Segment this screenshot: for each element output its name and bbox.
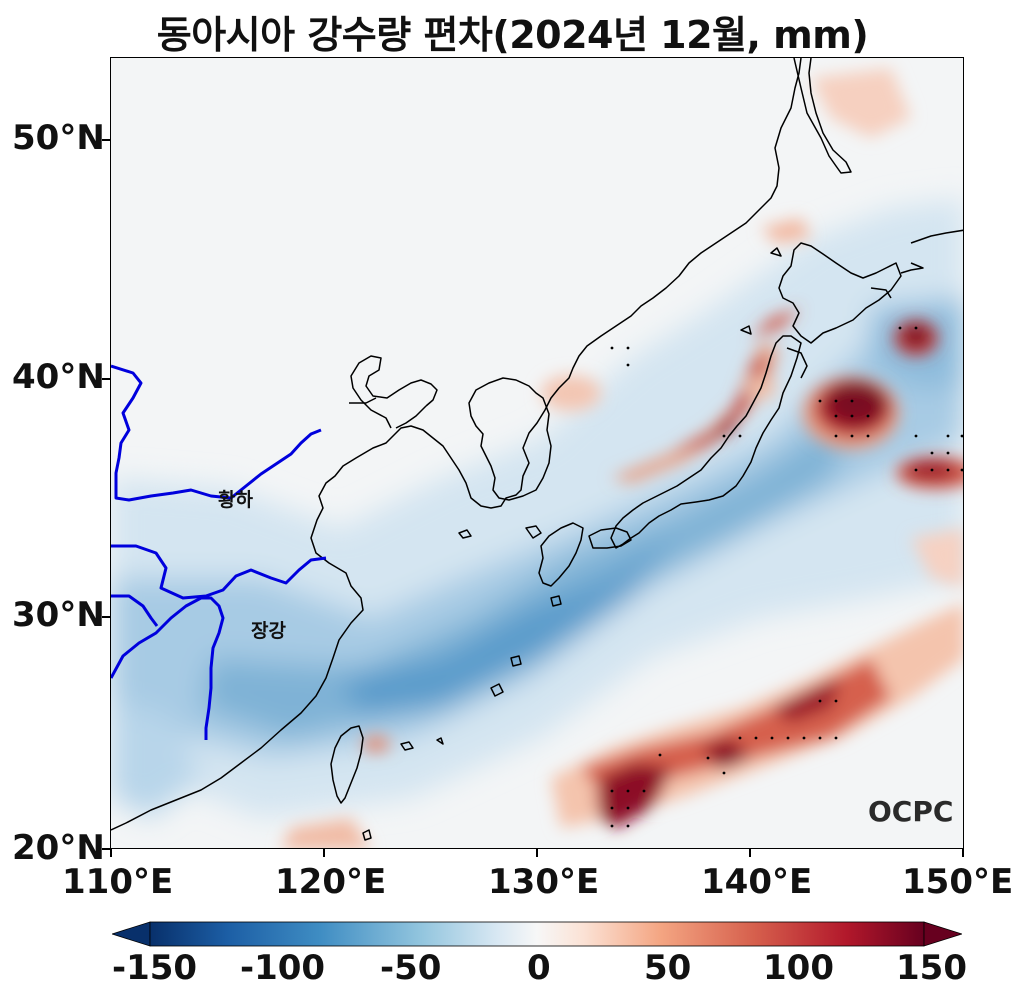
colorbar-label-50: 50 xyxy=(644,948,692,988)
lon-tickmark-140 xyxy=(749,849,751,857)
lon-tickmark-110 xyxy=(110,849,112,857)
lon-tick-120: 120°E xyxy=(275,862,387,902)
lat-tickmark-30 xyxy=(102,616,110,618)
logo-text: OCPC xyxy=(868,795,954,828)
map-title: 동아시아 강수량 편차(2024년 12월, mm) xyxy=(156,13,869,57)
lat-tickmark-40 xyxy=(102,378,110,380)
yellow-river xyxy=(111,364,322,502)
ocpc-logo: OCPC xyxy=(868,795,953,828)
colorbar-max-extend xyxy=(923,921,964,947)
lat-tick-50: 50°N xyxy=(12,118,105,158)
colorbar-min-extend xyxy=(110,921,151,947)
positive-anomaly-field xyxy=(281,68,963,848)
colorbar-label-neg100: -100 xyxy=(240,948,326,988)
colorbar-label-100: 100 xyxy=(763,948,834,988)
lon-tick-130: 130°E xyxy=(488,862,600,902)
lon-tick-150: 150°E xyxy=(902,862,1014,902)
colorbar-label-neg150: -150 xyxy=(112,948,198,988)
yellow-river-label: 황하 xyxy=(218,489,253,511)
yangtze-river xyxy=(111,544,327,600)
colorbar-gradient xyxy=(149,921,925,947)
yangtze-tributary xyxy=(111,596,225,740)
map-canvas xyxy=(111,58,963,848)
lon-tick-140: 140°E xyxy=(701,862,813,902)
precipitation-map: 황하 장강 xyxy=(110,57,964,849)
significance-dots xyxy=(610,326,963,828)
lon-tickmark-120 xyxy=(323,849,325,857)
lat-tick-20: 20°N xyxy=(12,828,105,868)
yangtze-river-label: 장강 xyxy=(251,620,286,642)
colorbar xyxy=(110,921,964,947)
lon-tickmark-150 xyxy=(962,849,964,857)
coastlines xyxy=(111,58,963,841)
colorbar-label-neg50: -50 xyxy=(380,948,442,988)
lat-tickmark-20 xyxy=(102,848,110,850)
yangtze-branch xyxy=(111,594,159,627)
colorbar-label-0: 0 xyxy=(527,948,551,988)
lon-tickmark-130 xyxy=(536,849,538,857)
lat-tick-40: 40°N xyxy=(12,357,105,397)
rivers xyxy=(111,364,327,740)
lon-tick-110: 110°E xyxy=(62,862,174,902)
colorbar-graphic xyxy=(110,921,964,947)
colorbar-label-150: 150 xyxy=(896,948,967,988)
lat-tick-30: 30°N xyxy=(12,595,105,635)
lat-tickmark-50 xyxy=(102,139,110,141)
